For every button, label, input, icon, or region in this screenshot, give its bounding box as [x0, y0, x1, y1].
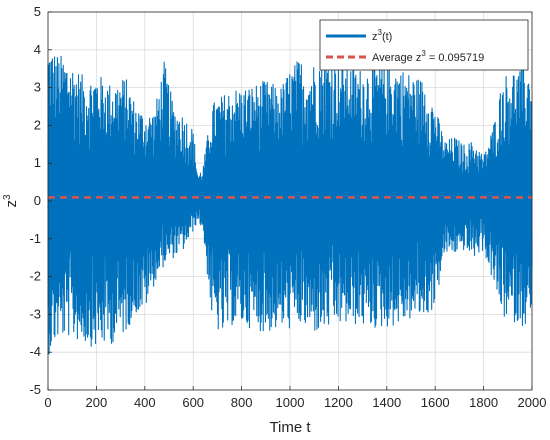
legend-label-z3-base: z	[372, 31, 378, 43]
x-tick-label: 800	[231, 395, 253, 410]
y-tick-label: -5	[29, 382, 41, 397]
legend-label-z3-suffix: (t)	[382, 31, 392, 43]
y-axis-title-base: z	[3, 200, 20, 208]
x-tick-label: 2000	[518, 395, 547, 410]
y-tick-label: 2	[34, 117, 41, 132]
x-tick-label: 600	[182, 395, 204, 410]
x-tick-label: 200	[86, 395, 108, 410]
legend-label-z3: z3(t)	[372, 28, 392, 43]
x-axis-ticks: 0 200 400 600 800 1000 1200 1400 1600 1800 2000	[44, 386, 546, 410]
series-z3-signal	[47, 55, 533, 355]
x-tick-label: 0	[44, 395, 51, 410]
x-tick-label: 1600	[421, 395, 450, 410]
y-axis-title: z3	[2, 194, 20, 208]
legend-label-average-base: Average z	[372, 52, 421, 64]
legend-label-z3-exponent: 3	[378, 28, 383, 37]
y-tick-label: 3	[34, 80, 41, 95]
legend-label-average-suffix: = 0.095719	[426, 52, 484, 64]
x-tick-label: 1200	[324, 395, 353, 410]
x-tick-label: 400	[134, 395, 156, 410]
y-axis-title-exponent: 3	[2, 194, 13, 200]
y-tick-label: -1	[29, 231, 41, 246]
legend-label-average: Average z3 = 0.095719	[372, 49, 484, 64]
y-tick-label: -4	[29, 344, 41, 359]
y-tick-label: -2	[29, 269, 41, 284]
legend-label-average-exponent: 3	[421, 49, 426, 58]
x-axis-title: Time t	[269, 419, 311, 436]
legend: z3(t) Average z3 = 0.095719	[319, 19, 529, 71]
x-tick-label: 1800	[469, 395, 498, 410]
y-tick-label: -3	[29, 306, 41, 321]
y-tick-label: 4	[34, 42, 41, 57]
y-tick-label: 1	[34, 155, 41, 170]
series-z3-line	[47, 55, 533, 355]
y-axis-ticks: -5 -4 -3 -2 -1 0 1 2 3 4 5	[29, 4, 52, 397]
y-tick-label: 5	[34, 4, 41, 19]
x-tick-label: 1000	[276, 395, 305, 410]
legend-box	[319, 19, 529, 71]
y-tick-label: 0	[34, 193, 41, 208]
x-tick-label: 1400	[372, 395, 401, 410]
